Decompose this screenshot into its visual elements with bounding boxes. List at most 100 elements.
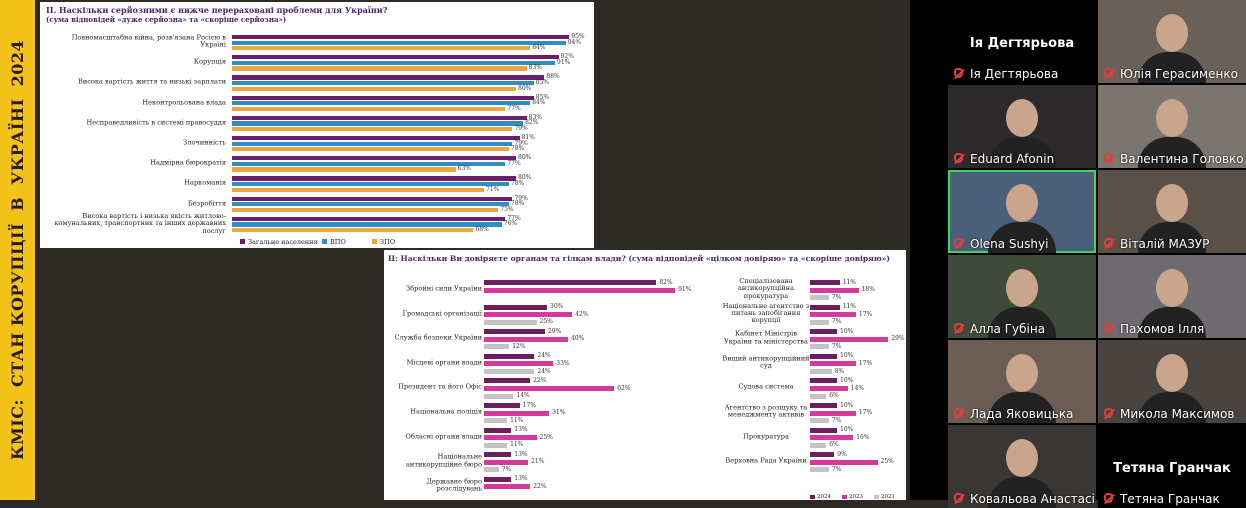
video-tile[interactable]: Микола Максимов — [1098, 340, 1246, 423]
bar — [232, 141, 513, 146]
bar — [232, 55, 559, 60]
video-tile[interactable]: Валентина Головко — [1098, 85, 1246, 168]
bar — [484, 435, 537, 441]
value-label: 62% — [617, 384, 631, 392]
person-head — [1156, 354, 1188, 392]
value-label: 68% — [475, 226, 489, 233]
mic-muted-icon — [1104, 68, 1113, 78]
mic-muted-icon — [1104, 493, 1113, 503]
slide-title: II. Наскільки серйозними є нижче перерах… — [46, 5, 388, 15]
video-tile[interactable]: Юлія Герасименко — [1098, 0, 1246, 83]
category-label: Національна поліція — [410, 407, 482, 416]
value-label: 7% — [501, 465, 512, 473]
participant-name: Лада Яковицька — [970, 407, 1074, 421]
bar — [810, 336, 889, 342]
video-tile[interactable]: Olena Sushyi — [948, 170, 1096, 253]
category-label: Повномасштабна війна, розв'язана Росією … — [71, 33, 226, 49]
video-tile[interactable]: Віталій МАЗУР — [1098, 170, 1246, 253]
participant-name: Тетяна Гранчак — [1120, 492, 1220, 506]
category-label: Національне антикорупційне бюро — [406, 452, 482, 469]
category-label: Обласні органи влади — [405, 431, 482, 440]
value-label: 14% — [850, 384, 865, 392]
bar — [484, 476, 512, 482]
category-label: Місцеві органи влади — [406, 358, 482, 367]
value-label: 77% — [507, 214, 521, 222]
participant-name: Юлія Герасименко — [1120, 67, 1238, 81]
legend-swatch — [810, 495, 815, 499]
category-label: Висока вартість і низька якість житлово-… — [54, 211, 226, 235]
value-label: 10% — [840, 426, 854, 434]
value-label: 21% — [531, 458, 545, 466]
value-label: 71% — [486, 185, 500, 193]
bar — [810, 369, 832, 374]
value-label: 11% — [510, 441, 524, 449]
participant-name: Ія Дегтярьова — [970, 67, 1059, 81]
bar — [232, 176, 516, 181]
value-label: 91% — [557, 58, 571, 66]
value-label: 7% — [831, 293, 842, 301]
bar — [484, 329, 545, 335]
value-label: 29% — [547, 327, 562, 335]
video-tile[interactable]: Eduard Afonin — [948, 85, 1096, 168]
bar — [484, 336, 568, 342]
value-label: 82% — [525, 119, 539, 127]
category-label: Кабінет Міністрів України та міністерств… — [724, 329, 808, 346]
bar — [810, 361, 856, 367]
bar — [484, 287, 676, 293]
participants-panel: Ія Дегтярьова Ія Дегтярьова Юлія Герасимен… — [910, 0, 1246, 508]
value-label: 83% — [528, 113, 542, 121]
legend-label: Загальне населення — [248, 238, 318, 246]
bar — [810, 312, 856, 318]
bar — [484, 410, 550, 416]
mic-muted-icon — [954, 493, 963, 503]
legend-swatch — [842, 495, 847, 499]
video-tile[interactable]: Алла Губіна — [948, 255, 1096, 338]
avatar-name: Ія Дегтярьова — [969, 36, 1075, 51]
bar — [810, 329, 837, 335]
mic-muted-icon — [954, 153, 963, 163]
person-head — [1006, 354, 1038, 392]
bar — [232, 40, 566, 45]
category-label: Служба безпеки України — [394, 333, 483, 342]
legend-swatch — [372, 239, 377, 244]
value-label: 7% — [831, 416, 842, 424]
person-head — [1006, 439, 1038, 477]
bar — [810, 393, 827, 399]
value-label: 94% — [567, 38, 582, 46]
video-tile[interactable]: Ковальова Анастасія — [948, 425, 1096, 508]
value-label: 11% — [842, 303, 857, 311]
value-label: 8% — [834, 367, 845, 375]
bar — [810, 410, 856, 416]
video-tile[interactable]: Ія Дегтярьова Ія Дегтярьова — [948, 0, 1096, 83]
video-tile[interactable]: Пахомов Ілля — [1098, 255, 1246, 338]
category-label: Наркоманія — [184, 178, 226, 187]
bar — [232, 207, 499, 212]
category-label: Несправедливість в системі правосуддя — [86, 118, 226, 127]
value-label: 30% — [550, 303, 564, 311]
participant-name: Віталій МАЗУР — [1120, 237, 1210, 251]
bar — [484, 403, 520, 408]
value-label: 11% — [510, 416, 524, 424]
value-label: 13% — [514, 426, 528, 434]
value-label: 84% — [532, 44, 546, 52]
value-label: 17% — [858, 310, 873, 318]
video-tile[interactable]: Тетяна Гранчак Тетяна Гранчак — [1098, 425, 1246, 508]
bar — [232, 66, 527, 71]
bar — [232, 127, 513, 132]
bar — [810, 467, 829, 473]
category-label: Надмірна бюрократія — [150, 158, 226, 167]
value-label: 18% — [861, 286, 875, 294]
category-label: Державне бюро розслідувань — [426, 477, 483, 493]
participant-name: Микола Максимов — [1120, 407, 1235, 421]
bar — [232, 222, 502, 227]
trust-slide: II: Наскільки Ви довіряєте органам та гі… — [384, 250, 906, 500]
bar — [484, 304, 547, 310]
video-tile[interactable]: Лада Яковицька — [948, 340, 1096, 423]
bar — [810, 459, 878, 465]
category-label: Вищий антикорупційний суд — [722, 354, 810, 370]
category-label: Прокуратура — [743, 431, 789, 440]
value-label: 10% — [840, 352, 854, 360]
avatar-name: Тетяна Гранчак — [1113, 461, 1231, 476]
bar — [484, 442, 508, 448]
